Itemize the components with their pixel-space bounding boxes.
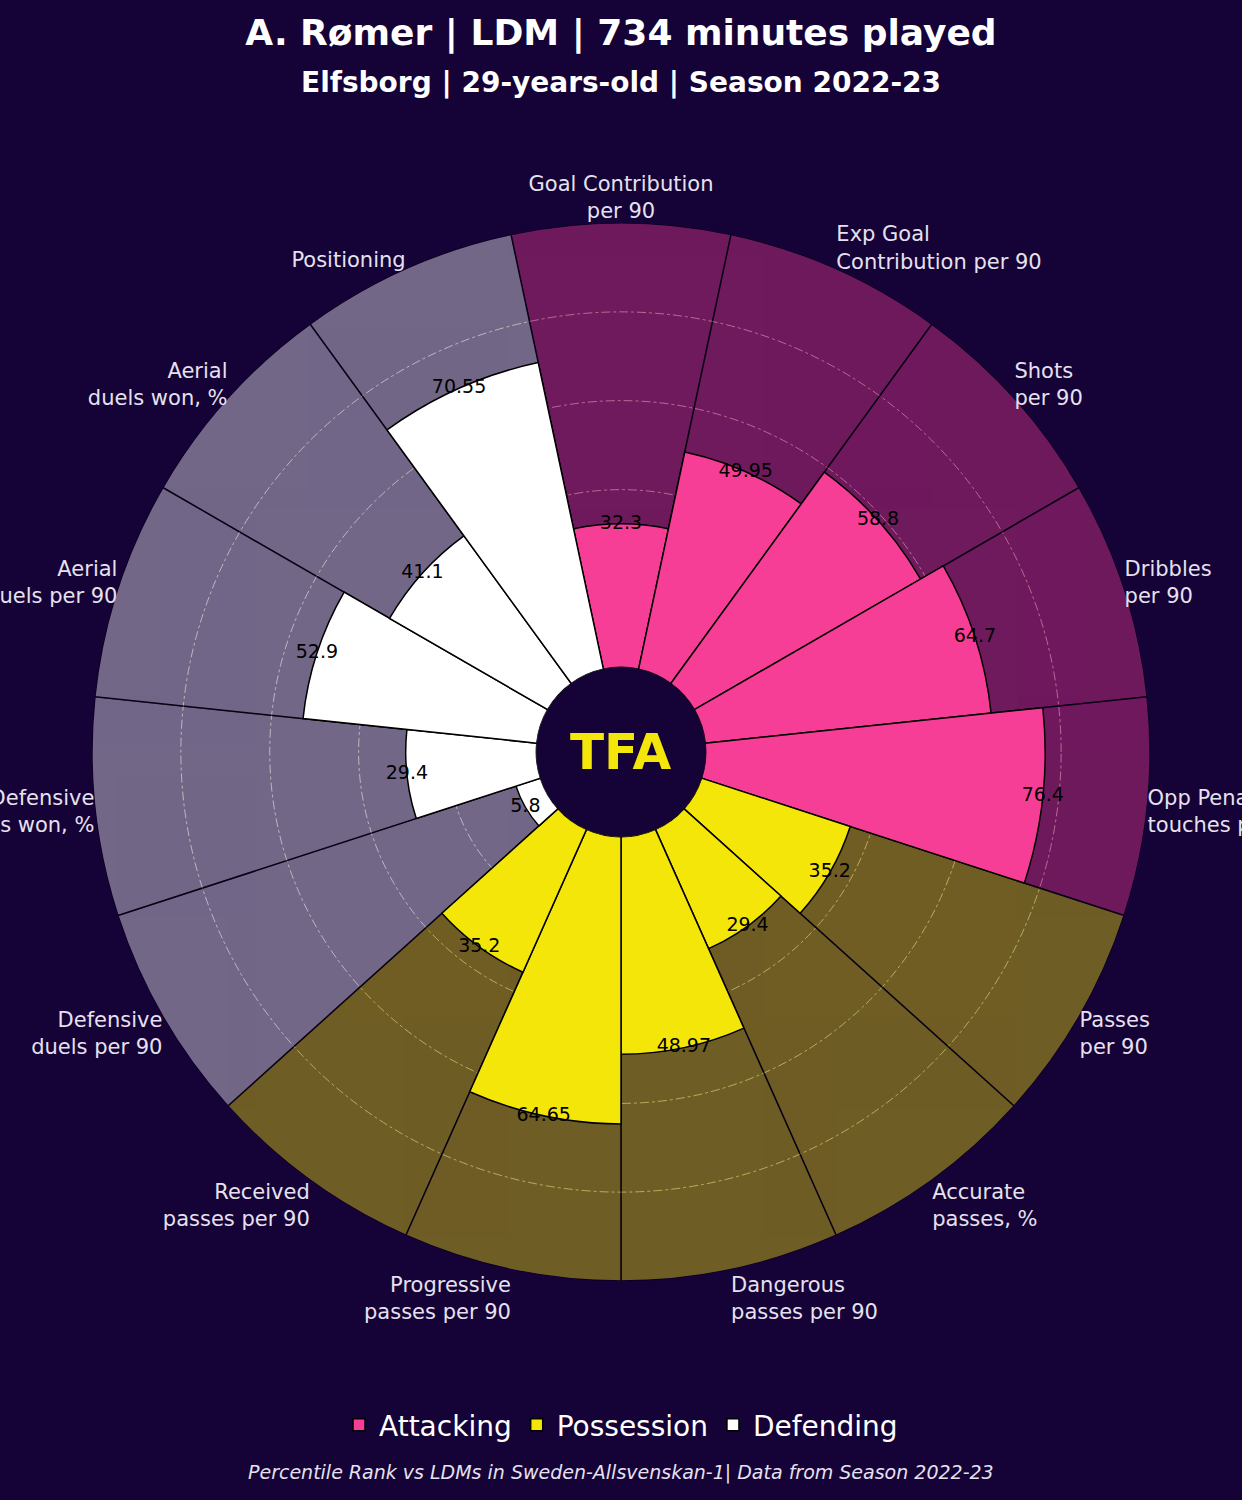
svg-text:49.95: 49.95: [718, 459, 772, 481]
svg-text:A. Rømer | LDM | 734 minutes p: A. Rømer | LDM | 734 minutes playedElfsb…: [245, 12, 996, 99]
svg-text:58.8: 58.8: [857, 507, 899, 529]
svg-text:Dangerouspasses per 90: Dangerouspasses per 90: [731, 1273, 878, 1324]
svg-text:Defensiveduels per 90: Defensiveduels per 90: [31, 1008, 162, 1059]
svg-text:Percentile Rank vs LDMs in Swe: Percentile Rank vs LDMs in Sweden-Allsve…: [248, 1461, 994, 1484]
svg-text:Defensiveduels won, %: Defensiveduels won, %: [0, 786, 94, 837]
svg-text:Possession: Possession: [557, 1410, 708, 1443]
svg-text:76.4: 76.4: [1022, 783, 1064, 805]
svg-text:Shotsper 90: Shotsper 90: [1014, 359, 1082, 410]
svg-text:Positioning: Positioning: [291, 248, 405, 272]
svg-text:29.4: 29.4: [726, 913, 768, 935]
svg-text:64.65: 64.65: [516, 1103, 570, 1125]
svg-text:52.9: 52.9: [296, 640, 338, 662]
svg-text:41.1: 41.1: [401, 560, 443, 582]
svg-text:Accuratepasses, %: Accuratepasses, %: [932, 1180, 1037, 1231]
svg-text:35.2: 35.2: [458, 934, 500, 956]
svg-text:Opp Penalty areatouches per 90: Opp Penalty areatouches per 90: [1148, 786, 1242, 837]
svg-text:Progressivepasses per 90: Progressivepasses per 90: [364, 1273, 511, 1324]
svg-text:Dribblesper 90: Dribblesper 90: [1125, 557, 1212, 608]
svg-text:Defending: Defending: [753, 1410, 898, 1443]
svg-text:64.7: 64.7: [954, 624, 996, 646]
svg-text:Exp GoalContribution per 90: Exp GoalContribution per 90: [836, 222, 1041, 273]
svg-text:35.2: 35.2: [809, 859, 851, 881]
svg-text:Passesper 90: Passesper 90: [1080, 1008, 1150, 1059]
svg-text:Aerialduels per 90: Aerialduels per 90: [0, 557, 117, 608]
svg-text:TFA: TFA: [570, 723, 672, 781]
svg-text:29.4: 29.4: [386, 761, 428, 783]
svg-text:48.97: 48.97: [657, 1034, 711, 1056]
svg-text:Goal Contributionper 90: Goal Contributionper 90: [529, 172, 714, 223]
svg-text:70.55: 70.55: [432, 375, 486, 397]
svg-text:32.3: 32.3: [600, 511, 642, 533]
svg-text:5.8: 5.8: [510, 794, 540, 816]
svg-text:Aerialduels won, %: Aerialduels won, %: [88, 359, 228, 410]
svg-text:Receivedpasses per 90: Receivedpasses per 90: [163, 1180, 310, 1231]
svg-text:Attacking: Attacking: [379, 1410, 512, 1443]
